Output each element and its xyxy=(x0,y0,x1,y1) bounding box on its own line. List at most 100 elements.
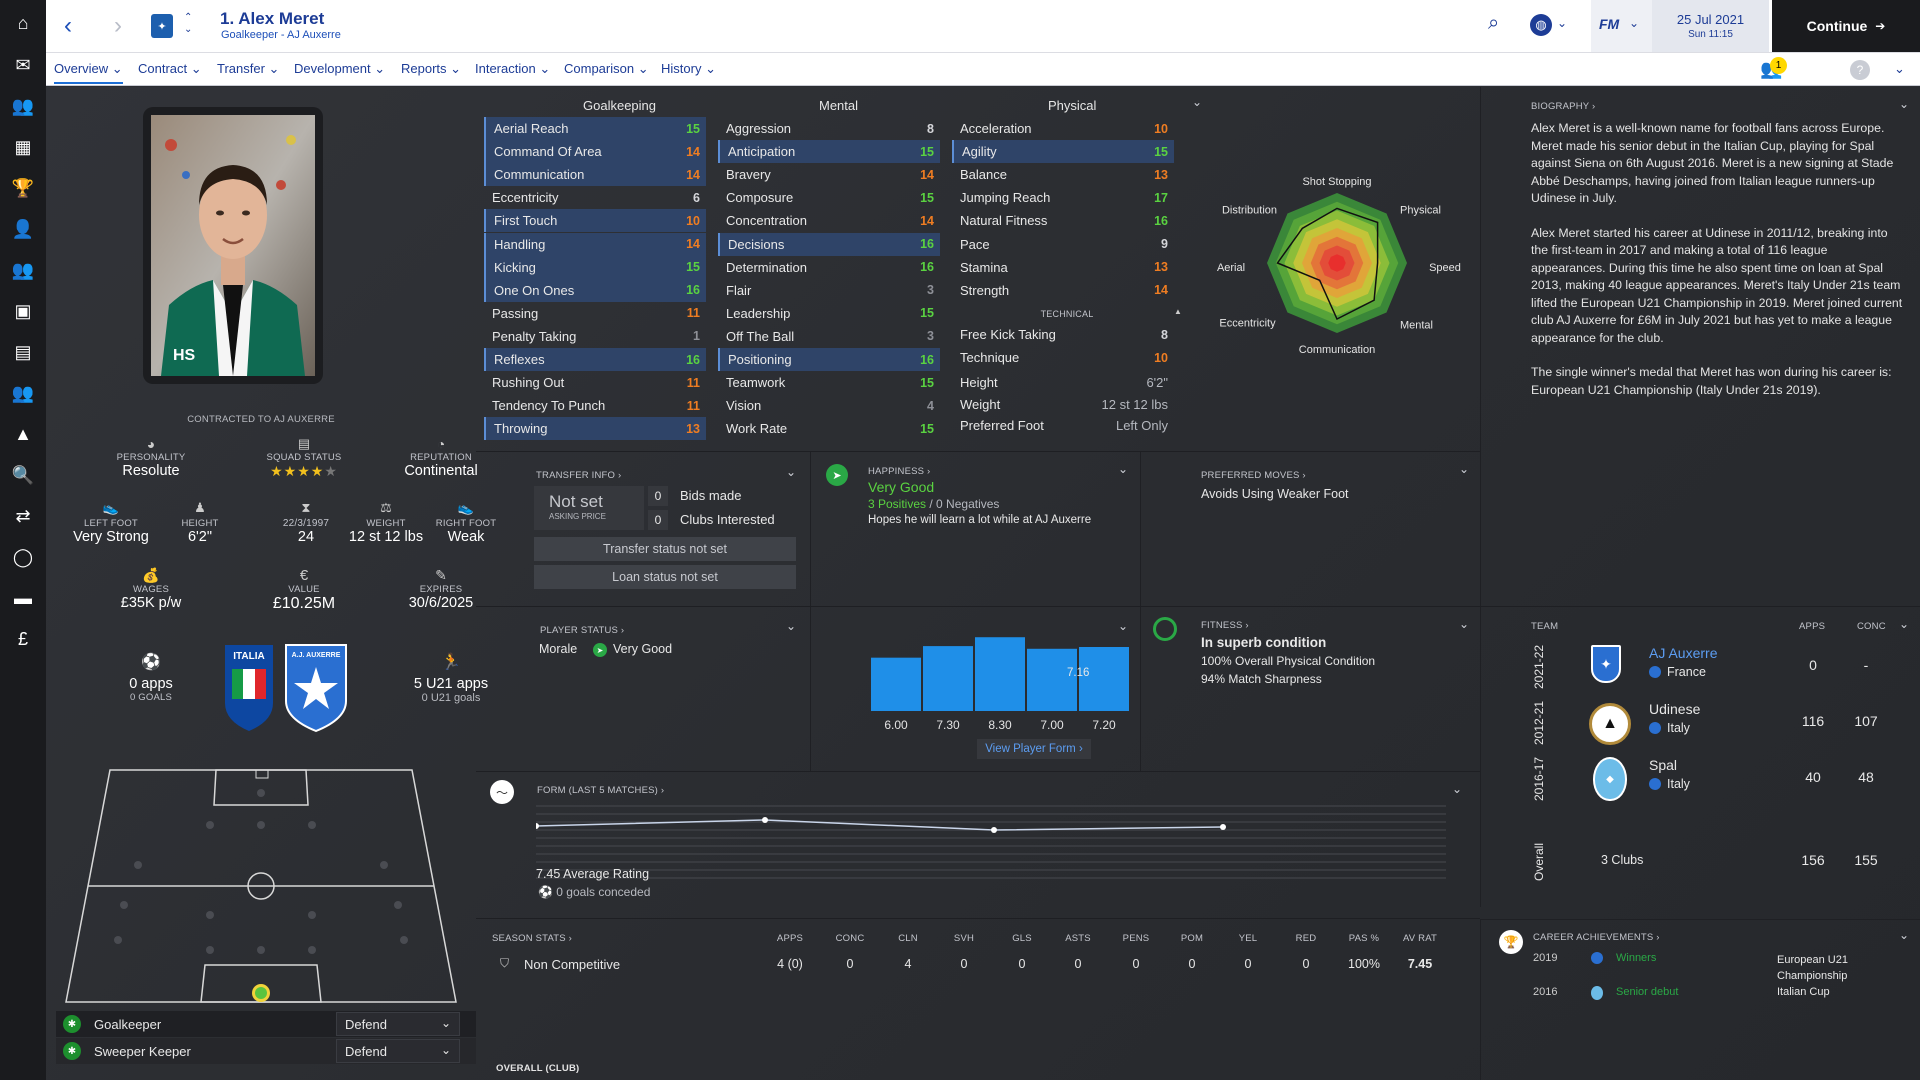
attribute-row[interactable]: Height 6'2" xyxy=(952,371,1174,394)
attribute-row[interactable]: Off The Ball 3 xyxy=(718,325,940,348)
world-icon[interactable]: ◍ xyxy=(1530,14,1552,36)
rating-bar[interactable] xyxy=(923,646,973,711)
stat-header[interactable]: CONC xyxy=(835,933,865,944)
stat-header[interactable]: RED xyxy=(1295,933,1317,944)
tab-comparison[interactable]: Comparison ⌄ xyxy=(564,61,649,76)
rating-bar[interactable] xyxy=(871,657,921,711)
attribute-row[interactable]: Acceleration 10 xyxy=(952,117,1174,140)
home-icon[interactable]: ⌂ xyxy=(17,12,29,33)
club-badge-icon[interactable]: ✦ xyxy=(151,14,173,38)
briefcase-icon[interactable]: ▬ xyxy=(14,587,32,608)
transfers-icon[interactable]: ⇄ xyxy=(15,505,31,526)
attribute-row[interactable]: Aggression 8 xyxy=(718,117,940,140)
attribute-row[interactable]: Throwing 13 xyxy=(484,417,706,441)
tab-development[interactable]: Development ⌄ xyxy=(294,61,386,76)
u21-icon[interactable]: 👥 xyxy=(11,259,35,280)
fitness-title[interactable]: FITNESS › xyxy=(1201,620,1249,631)
rating-bar[interactable] xyxy=(1079,647,1129,711)
player-subtitle[interactable]: Goalkeeper - AJ Auxerre xyxy=(221,29,341,41)
attribute-row[interactable]: Reflexes 16 xyxy=(484,348,706,371)
attribute-row[interactable]: Agility 15 xyxy=(952,140,1174,164)
attribute-row[interactable]: Vision 4 xyxy=(718,394,940,417)
rating-chart-chevron-icon[interactable]: ⌄ xyxy=(1118,619,1129,633)
attribute-row[interactable]: Technique 10 xyxy=(952,346,1174,369)
fm-chevron-icon[interactable]: ⌄ xyxy=(1629,16,1640,30)
attribute-row[interactable]: Decisions 16 xyxy=(718,232,940,256)
season-stats-row[interactable]: ⛉ Non Competitive 4 (0) 0 4 0 0 0 0 0 0 0 100% 7.45 xyxy=(476,953,1480,977)
attribute-row[interactable]: Strength 14 xyxy=(952,279,1174,302)
attribute-row[interactable]: Teamwork 15 xyxy=(718,371,940,394)
tab-contract[interactable]: Contract ⌄ xyxy=(138,61,202,76)
fitness-chevron-icon[interactable]: ⌄ xyxy=(1459,617,1470,631)
stat-header[interactable]: PENS xyxy=(1122,933,1150,944)
attribute-row[interactable]: Jumping Reach 17 xyxy=(952,186,1174,209)
attribute-row[interactable]: Anticipation 15 xyxy=(718,140,940,164)
attribute-row[interactable]: Stamina 13 xyxy=(952,256,1174,279)
forward-icon[interactable]: › xyxy=(114,12,122,39)
attribute-row[interactable]: Leadership 15 xyxy=(718,302,940,325)
fm-menu[interactable]: FM xyxy=(1599,16,1620,32)
attribute-row[interactable]: Balance 13 xyxy=(952,163,1174,186)
data-hub-icon[interactable]: ▤ xyxy=(14,341,32,362)
attribute-row[interactable]: First Touch 10 xyxy=(484,209,706,233)
attribute-row[interactable]: Kicking 15 xyxy=(484,255,706,279)
tactics-icon[interactable]: ▣ xyxy=(14,300,32,321)
player-switch-icon[interactable]: ⌃ ⌄ xyxy=(184,12,193,35)
attribute-row[interactable]: Tendency To Punch 11 xyxy=(484,394,706,417)
stat-header[interactable]: GLS xyxy=(1012,933,1032,944)
stat-header[interactable]: AV RAT xyxy=(1402,933,1438,944)
attribute-row[interactable]: Composure 15 xyxy=(718,186,940,209)
attribute-row[interactable]: Weight 12 st 12 lbs xyxy=(952,393,1174,416)
tab-overview[interactable]: Overview ⌄ xyxy=(54,61,123,84)
staff-icon[interactable]: 👤 xyxy=(11,218,35,239)
attributes-chevron-icon[interactable]: ⌄ xyxy=(1192,95,1203,109)
stat-header[interactable]: CLN xyxy=(898,933,918,944)
options-chevron-icon[interactable]: ⌄ xyxy=(1894,61,1905,76)
tab-interaction[interactable]: Interaction ⌄ xyxy=(475,61,551,76)
attribute-row[interactable]: Command Of Area 14 xyxy=(484,140,706,164)
career-row-auxerre[interactable]: 2021-22 ✦ AJ Auxerre France 0 - xyxy=(1529,639,1919,695)
career-chevron-icon[interactable]: ⌄ xyxy=(1899,617,1910,631)
attribute-row[interactable]: Free Kick Taking 8 xyxy=(952,323,1174,346)
search-player-icon[interactable]: 🔍 xyxy=(11,464,35,485)
rating-bar[interactable] xyxy=(1027,648,1077,711)
attribute-row[interactable]: Positioning 16 xyxy=(718,348,940,371)
achievements-chevron-icon[interactable]: ⌄ xyxy=(1899,928,1910,942)
help-icon[interactable]: ? xyxy=(1850,60,1870,80)
attribute-row[interactable]: Eccentricity 6 xyxy=(484,186,706,209)
tab-transfer[interactable]: Transfer ⌄ xyxy=(217,61,280,76)
player-status-title[interactable]: PLAYER STATUS › xyxy=(540,625,625,636)
trophy-icon[interactable]: 🏆 xyxy=(11,177,35,198)
date-box[interactable]: 25 Jul 2021 Sun 11:15 xyxy=(1652,0,1769,52)
stat-header[interactable]: PAS % xyxy=(1348,933,1380,944)
rating-bar[interactable] xyxy=(975,637,1025,711)
finances-icon[interactable]: £ xyxy=(17,628,28,649)
biography-chevron-icon[interactable]: ⌄ xyxy=(1899,97,1910,111)
career-row-spal[interactable]: 2016-17 ◆ Spal Italy 40 48 xyxy=(1529,751,1919,807)
attribute-row[interactable]: Bravery 14 xyxy=(718,163,940,186)
attribute-row[interactable]: Handling 14 xyxy=(484,232,706,256)
inbox-icon[interactable]: ✉ xyxy=(15,54,31,75)
attribute-row[interactable]: Natural Fitness 16 xyxy=(952,209,1174,232)
attribute-row[interactable]: Penalty Taking 1 xyxy=(484,325,706,348)
attribute-row[interactable]: Flair 3 xyxy=(718,279,940,302)
club-vision-icon[interactable]: ◯ xyxy=(12,546,34,567)
attribute-row[interactable]: Communication 14 xyxy=(484,163,706,187)
attribute-row[interactable]: Preferred Foot Left Only xyxy=(952,414,1174,437)
attribute-row[interactable]: Pace 9 xyxy=(952,233,1174,256)
form-last5-chevron-icon[interactable]: ⌄ xyxy=(1452,782,1463,796)
attribute-row[interactable]: Determination 16 xyxy=(718,256,940,279)
attribute-row[interactable]: Work Rate 15 xyxy=(718,417,940,440)
tab-reports[interactable]: Reports ⌄ xyxy=(401,61,462,76)
continue-button[interactable]: Continue ➔ xyxy=(1772,0,1920,52)
attribute-row[interactable]: Aerial Reach 15 xyxy=(484,117,706,140)
gk-duty-select[interactable]: Defend ⌄ xyxy=(336,1012,460,1036)
schedule-icon[interactable]: ▦ xyxy=(14,136,32,157)
achievement-row[interactable]: 2019 Winners European U21 Championship xyxy=(1533,952,1848,982)
attribute-row[interactable]: Passing 11 xyxy=(484,302,706,325)
sk-duty-select[interactable]: Defend ⌄ xyxy=(336,1039,460,1063)
search-icon[interactable]: ⌕ xyxy=(1488,12,1500,34)
achievements-title[interactable]: CAREER ACHIEVEMENTS › xyxy=(1533,932,1660,943)
attribute-row[interactable]: Concentration 14 xyxy=(718,209,940,232)
attribute-row[interactable]: One On Ones 16 xyxy=(484,278,706,302)
